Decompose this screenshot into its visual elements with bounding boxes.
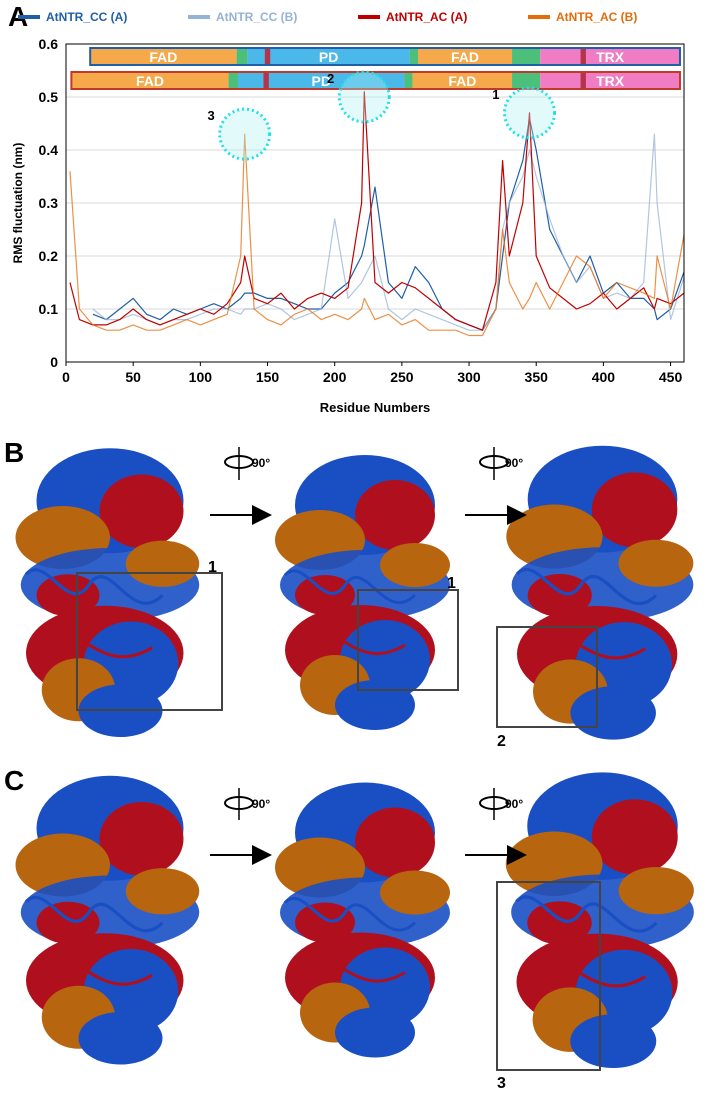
domain-segment (540, 48, 680, 65)
domain-segment (409, 48, 418, 65)
annotation-label: 2 (327, 71, 334, 86)
plot-border (65, 43, 685, 363)
highlight-box (76, 572, 223, 711)
annotation-label: 1 (492, 87, 499, 102)
protein-structure (504, 444, 695, 742)
y-tick-label: 0 (50, 354, 58, 370)
domain-segment (247, 48, 410, 65)
domain-segment (237, 72, 405, 89)
y-tick-label: 0.3 (39, 195, 59, 211)
series-line (69, 91, 685, 331)
domain-segment (412, 72, 513, 89)
x-tick-label: 250 (390, 369, 414, 385)
series-line (92, 133, 685, 331)
box-label: 1 (447, 575, 456, 592)
y-tick-label: 0.6 (39, 36, 59, 52)
domain-segment (228, 72, 238, 89)
domain-label: FAD (451, 49, 479, 65)
highlight-box (496, 881, 601, 1071)
protein-structure (13, 446, 201, 739)
domain-label: TRX (596, 73, 625, 89)
rotation-arrow (210, 788, 272, 865)
x-tick-label: 50 (125, 369, 141, 385)
annotation-label: 3 (207, 108, 214, 123)
domain-segment (264, 48, 271, 65)
y-axis-label: RMS fluctuation (nm) (11, 143, 25, 264)
protein-structure (273, 453, 452, 732)
rotation-label: 90° (505, 797, 523, 811)
domain-segment (263, 72, 269, 89)
domain-bar-border (70, 71, 681, 90)
box-label: 3 (497, 1075, 506, 1092)
domain-segment (90, 48, 237, 65)
x-tick-label: 150 (256, 369, 280, 385)
y-tick-label: 0.2 (39, 248, 59, 264)
domain-segment (540, 72, 680, 89)
domain-segment (512, 72, 541, 89)
domain-segment (580, 72, 586, 89)
rotation-arrow (210, 447, 272, 525)
domain-segment (580, 48, 586, 65)
domain-segment (71, 72, 229, 89)
domain-label: TRX (596, 49, 625, 65)
protein-structure (273, 780, 452, 1060)
panel-label: B (4, 437, 24, 468)
domain-label: PD (319, 49, 338, 65)
series-line (92, 117, 685, 331)
y-tick-label: 0.5 (39, 89, 59, 105)
series-line (69, 133, 685, 337)
x-tick-label: 400 (592, 369, 616, 385)
domain-segment (417, 48, 513, 65)
box-label: 2 (497, 733, 506, 750)
legend-label: AtNTR_AC (A) (386, 10, 467, 24)
annotation-circle (337, 70, 391, 124)
domain-segment (236, 48, 248, 65)
x-tick-label: 200 (323, 369, 347, 385)
rotation-arrow (465, 447, 527, 525)
panel-label: C (4, 765, 24, 796)
annotation-circle (503, 86, 556, 140)
domain-label: FAD (149, 49, 177, 65)
rotation-label: 90° (252, 456, 270, 470)
domain-label: FAD (448, 73, 476, 89)
annotation-circle (218, 107, 272, 161)
x-tick-label: 350 (525, 369, 549, 385)
protein-structure (13, 774, 201, 1067)
box-label: 1 (208, 559, 217, 576)
domain-segment (404, 72, 413, 89)
x-tick-label: 300 (457, 369, 481, 385)
legend-label: AtNTR_CC (A) (46, 10, 127, 24)
y-tick-label: 0.1 (39, 301, 59, 317)
rotation-label: 90° (252, 797, 270, 811)
legend-label: AtNTR_AC (B) (556, 10, 637, 24)
x-tick-label: 0 (62, 369, 70, 385)
rotation-arrow (465, 788, 527, 865)
domain-label: FAD (136, 73, 164, 89)
x-tick-label: 450 (659, 369, 683, 385)
highlight-box (357, 589, 459, 691)
rotation-label: 90° (505, 456, 523, 470)
y-tick-label: 0.4 (39, 142, 59, 158)
domain-bar-border (89, 47, 681, 66)
x-axis-label: Residue Numbers (320, 400, 431, 415)
x-tick-label: 100 (189, 369, 213, 385)
highlight-box (496, 626, 598, 728)
domain-segment (512, 48, 541, 65)
domain-label: PD (312, 73, 331, 89)
legend-label: AtNTR_CC (B) (216, 10, 297, 24)
